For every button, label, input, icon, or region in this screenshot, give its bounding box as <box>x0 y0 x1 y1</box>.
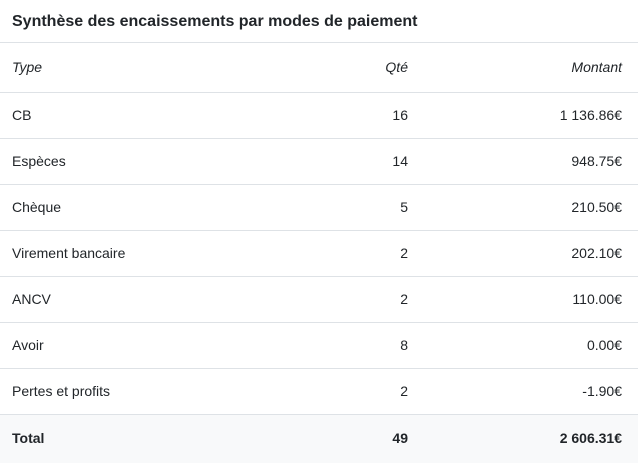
column-header-type: Type <box>0 43 280 93</box>
cell-type: Pertes et profits <box>0 369 280 415</box>
cell-qty: 2 <box>280 277 424 323</box>
table-row: Espèces 14 948.75€ <box>0 139 638 185</box>
total-amount: 2 606.31€ <box>424 415 638 463</box>
cell-qty: 16 <box>280 93 424 139</box>
table-header: Type Qté Montant <box>0 43 638 93</box>
page-title: Synthèse des encaissements par modes de … <box>0 0 638 43</box>
table-row: Avoir 8 0.00€ <box>0 323 638 369</box>
table-row: Virement bancaire 2 202.10€ <box>0 231 638 277</box>
table-row: Chèque 5 210.50€ <box>0 185 638 231</box>
cell-amount: 110.00€ <box>424 277 638 323</box>
table-row: ANCV 2 110.00€ <box>0 277 638 323</box>
cell-type: Espèces <box>0 139 280 185</box>
cell-type: Chèque <box>0 185 280 231</box>
table-row: Pertes et profits 2 -1.90€ <box>0 369 638 415</box>
cell-amount: 0.00€ <box>424 323 638 369</box>
cell-type: Virement bancaire <box>0 231 280 277</box>
column-header-qty: Qté <box>280 43 424 93</box>
table-body: CB 16 1 136.86€ Espèces 14 948.75€ Chèqu… <box>0 93 638 415</box>
cell-amount: 948.75€ <box>424 139 638 185</box>
cell-amount: 1 136.86€ <box>424 93 638 139</box>
cell-amount: 202.10€ <box>424 231 638 277</box>
column-header-amount: Montant <box>424 43 638 93</box>
table-header-row: Type Qté Montant <box>0 43 638 93</box>
table-row: CB 16 1 136.86€ <box>0 93 638 139</box>
cell-type: ANCV <box>0 277 280 323</box>
total-row: Total 49 2 606.31€ <box>0 415 638 463</box>
cell-qty: 2 <box>280 231 424 277</box>
total-qty: 49 <box>280 415 424 463</box>
cell-type: Avoir <box>0 323 280 369</box>
cell-qty: 8 <box>280 323 424 369</box>
payment-summary-table: Type Qté Montant CB 16 1 136.86€ Espèces… <box>0 43 638 463</box>
cell-qty: 5 <box>280 185 424 231</box>
cell-amount: 210.50€ <box>424 185 638 231</box>
cell-qty: 2 <box>280 369 424 415</box>
cell-qty: 14 <box>280 139 424 185</box>
table-footer: Total 49 2 606.31€ <box>0 415 638 463</box>
cell-amount: -1.90€ <box>424 369 638 415</box>
cell-type: CB <box>0 93 280 139</box>
total-label: Total <box>0 415 280 463</box>
